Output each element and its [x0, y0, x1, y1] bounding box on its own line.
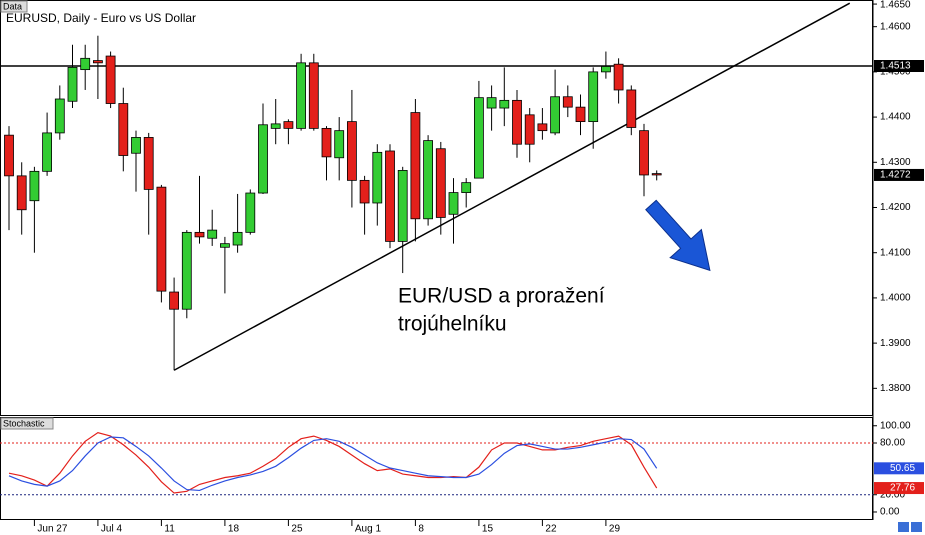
value-label-box: [874, 482, 924, 495]
candle-body: [562, 96, 573, 108]
candle-body: [626, 89, 637, 128]
candle-body: [245, 192, 256, 233]
x-tick-label: Jun 27: [37, 524, 67, 535]
candle-body: [461, 182, 472, 193]
candle-body: [385, 150, 395, 242]
candle-body: [258, 124, 268, 194]
annotation: trojúhelníku: [398, 313, 507, 336]
candle-body: [423, 140, 434, 220]
x-tick-label: 18: [228, 524, 240, 535]
candle-body: [296, 62, 307, 129]
candle-body: [156, 186, 167, 292]
y-tick-label: 1.3900: [880, 338, 911, 349]
candle-body: [550, 96, 560, 134]
candle-body: [93, 60, 103, 64]
candle-body: [346, 121, 357, 181]
candle-body: [67, 66, 78, 102]
candle-body: [143, 137, 154, 190]
chart-title: EURUSD, Daily - Euro vs US Dollar: [6, 11, 196, 25]
candle-body: [219, 243, 230, 248]
value-label: 50.65: [890, 463, 915, 474]
x-tick-label: 11: [164, 524, 175, 535]
x-tick-label: Jul 4: [101, 524, 123, 535]
candle-body: [16, 175, 27, 211]
candle-body: [308, 62, 319, 129]
price-label-box: [874, 60, 924, 73]
y-tick-label: 1.4600: [880, 21, 911, 32]
candle-body: [105, 55, 116, 104]
candle-body: [651, 173, 662, 176]
icon[interactable]: [911, 522, 922, 532]
candle-body: [448, 192, 459, 215]
x-tick-label: 29: [609, 524, 621, 535]
candle-body: [372, 151, 383, 204]
stochastic-label-box: [0, 417, 54, 430]
candle-body: [575, 106, 586, 123]
stochastic-line: [8, 436, 658, 492]
candle-body: [588, 71, 599, 123]
y-tick-label: 80.00: [880, 438, 905, 449]
candle-body: [118, 103, 129, 156]
x-tick-label: 15: [482, 524, 494, 535]
candle-body: [512, 99, 522, 145]
candle-body: [4, 134, 14, 177]
candle-body: [42, 132, 52, 172]
candle-body: [499, 99, 510, 109]
candle-body: [613, 63, 624, 91]
candle-body: [80, 57, 91, 71]
arrow: [645, 199, 711, 272]
x-tick-label: 25: [291, 524, 303, 535]
stochastic-label: Stochastic: [3, 418, 45, 428]
y-tick-label: 1.4000: [880, 293, 911, 304]
candle-body: [54, 98, 65, 134]
candle-body: [524, 114, 535, 145]
candle-body: [194, 231, 205, 238]
last-price-label: 1.4272: [880, 170, 911, 181]
candle-body: [29, 170, 40, 202]
x-tick-label: Aug 1: [355, 524, 382, 535]
candle-body: [321, 127, 332, 158]
candle-body: [359, 179, 370, 204]
candle-body: [334, 130, 345, 159]
y-tick-label: 1.4400: [880, 112, 911, 123]
candle-body: [232, 231, 243, 246]
candle-body: [601, 66, 611, 73]
y-tick-label: 1.4100: [880, 247, 911, 258]
y-tick-label: 0.00: [880, 507, 900, 518]
candle-body: [181, 231, 192, 310]
candle-body: [131, 137, 141, 154]
y-tick-label: 1.4500: [880, 67, 911, 78]
trendline: [173, 2, 851, 371]
candle-body: [486, 97, 497, 109]
candle-body: [270, 123, 281, 129]
value-label-box: [874, 462, 924, 475]
annotation: EUR/USD a proražení: [398, 285, 605, 308]
candle-body: [435, 148, 446, 218]
y-tick-label: 1.4300: [880, 157, 911, 168]
last-price-box: [874, 168, 924, 181]
candle-body: [410, 112, 421, 220]
candle-body: [169, 291, 180, 310]
value-label: 27.76: [890, 483, 915, 494]
data-label: Data: [3, 1, 22, 11]
y-tick-label: 1.4200: [880, 202, 911, 213]
y-tick-label: 20.00: [880, 489, 905, 500]
candle-body: [537, 123, 548, 132]
candle-body: [283, 121, 294, 129]
candle-body: [397, 170, 408, 242]
candle-body: [207, 229, 218, 239]
icon[interactable]: [898, 522, 909, 532]
y-tick-label: 1.4650: [880, 0, 911, 11]
candle-body: [639, 130, 649, 176]
x-tick-label: 8: [418, 524, 424, 535]
stochastic-line: [8, 432, 658, 494]
data-label-box: [0, 0, 28, 13]
y-tick-label: 1.3800: [880, 383, 911, 394]
candle-body: [473, 97, 484, 179]
y-tick-label: 100.00: [880, 420, 911, 431]
price-label: 1.4513: [880, 61, 911, 72]
x-tick-label: 22: [545, 524, 557, 535]
